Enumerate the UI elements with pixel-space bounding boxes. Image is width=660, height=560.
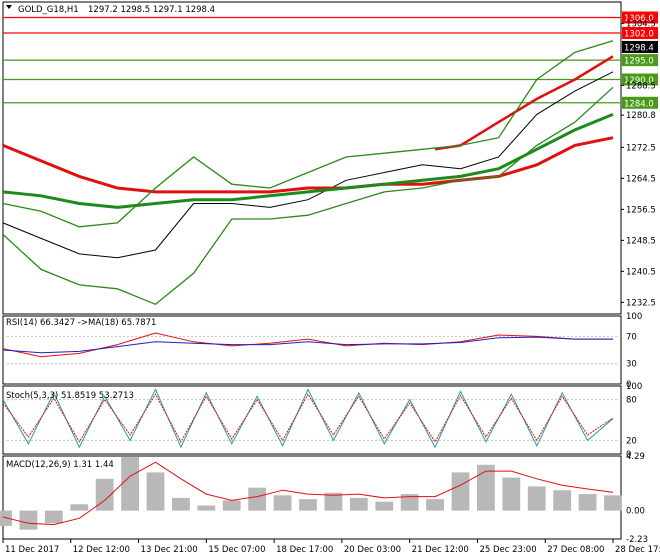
macd-bar-3 <box>70 504 89 511</box>
macd-bar-17 <box>426 499 444 511</box>
rsi-ytick-label-0: 100 <box>626 312 642 322</box>
stoch-ytick-label-0: 100 <box>626 382 642 392</box>
series-price <box>2 71 614 259</box>
level-tag-4 <box>622 96 658 109</box>
price-title: GOLD_G18,H1 <box>18 5 79 15</box>
stoch-series-%K <box>2 388 614 449</box>
label-layer: GOLD_G18,H1 1297.2 1298.5 1297.1 1298.4 … <box>6 5 215 470</box>
macd-ytick-label-2: -2.23 <box>626 535 648 545</box>
price-ytick-label-0: 1304.5 <box>626 19 656 29</box>
macd-bar-16 <box>400 494 419 511</box>
macd-bar-2 <box>44 510 63 524</box>
level-tag-1 <box>622 27 658 40</box>
axis-layer: 1304.5 1288.5 1280.8 1272.5 1264.5 1256.5 1248… <box>2 19 660 555</box>
panel-frame-price <box>2 1 622 315</box>
xtick-label-9: 28 Dec 17:00 <box>615 545 660 555</box>
price-ytick-label-8: 1232.5 <box>626 298 656 308</box>
macd-bar-4 <box>95 478 114 511</box>
level-tag-text-2: 1295.0 <box>624 57 654 67</box>
rsi-ytick-label-3: 0 <box>626 380 631 390</box>
current-price-text: 1298.4 <box>624 43 654 53</box>
level-tag-text-4: 1284.0 <box>624 99 654 109</box>
stoch-title: Stoch(5,3,3) 51.8519 53.2713 <box>6 391 134 401</box>
xtick-label-1: 12 Dec 12:00 <box>73 545 130 555</box>
price-ytick-label-5: 1256.5 <box>626 205 656 215</box>
level-tag-3 <box>622 73 658 86</box>
macd-bar-20 <box>502 477 521 511</box>
macd-bar-21 <box>527 486 546 511</box>
series-ma_slow_red <box>2 136 614 194</box>
xtick-label-3: 15 Dec 07:00 <box>208 545 265 555</box>
level-tag-text-3: 1290.0 <box>624 76 654 86</box>
collapse-triangle-icon <box>6 5 12 9</box>
level-tag-2 <box>622 54 658 67</box>
price-levels: 1306.0 1302.0 1295.0 1290.0 1284.0 1298.4 <box>3 11 658 441</box>
macd-bar-6 <box>146 472 165 511</box>
price-ytick-label-2: 1280.8 <box>626 111 656 121</box>
stoch-ytick-label-1: 80 <box>626 396 637 406</box>
series-band_lower <box>2 86 614 306</box>
macd-bar-12 <box>299 499 317 511</box>
macd-bar-5 <box>121 457 139 511</box>
level-tag-text-0: 1306.0 <box>624 14 654 24</box>
macd-bar-24 <box>604 495 622 511</box>
macd-bar-19 <box>477 464 495 511</box>
macd-bar-18 <box>451 472 470 511</box>
price-ytick-label-7: 1240.5 <box>626 267 656 277</box>
current-price-tag <box>622 40 658 53</box>
price-ytick-label-3: 1272.5 <box>626 143 656 153</box>
macd-bar-15 <box>375 501 394 511</box>
rsi-title: RSI(14) 66.3427 ->MA(18) 65.7871 <box>6 318 156 328</box>
level-tag-0 <box>622 11 658 24</box>
level-tag-text-1: 1302.0 <box>624 30 654 40</box>
xtick-label-7: 25 Dec 23:00 <box>479 545 536 555</box>
series-ma_slow_green <box>2 113 614 209</box>
price-ytick-label-4: 1264.5 <box>626 174 656 184</box>
rsi-ytick-label-1: 70 <box>626 332 637 342</box>
xtick-label-5: 20 Dec 03:00 <box>344 545 401 555</box>
macd-bar-10 <box>248 487 267 511</box>
rsi-ytick-label-2: 30 <box>626 360 637 370</box>
macd-bar-14 <box>349 497 368 511</box>
xtick-label-4: 18 Dec 17:00 <box>276 545 333 555</box>
price-ytick-label-6: 1248.5 <box>626 236 656 246</box>
panel-frame-stoch <box>2 385 622 455</box>
stoch-series-%D <box>2 393 614 443</box>
xtick-label-0: 11 Dec 2017 <box>5 545 59 555</box>
macd-ytick-label-0: 4.29 <box>626 452 645 462</box>
ohlc-readout: 1297.2 1298.5 1297.1 1298.4 <box>88 5 215 15</box>
macd-title: MACD(12,26,9) 1.31 1.44 <box>6 460 114 470</box>
macd-bar-11 <box>273 495 292 511</box>
macd-bar-1 <box>19 510 38 530</box>
panel-frames <box>2 1 622 540</box>
macd-bar-8 <box>197 505 216 511</box>
macd-signal-line <box>2 461 614 526</box>
series-layer <box>0 40 622 530</box>
stoch-ytick-label-3: 0 <box>626 450 631 460</box>
rsi-series-RSI <box>2 332 613 358</box>
macd-bar-7 <box>172 497 190 511</box>
rsi-series-MA <box>2 336 613 354</box>
macd-bar-9 <box>222 500 241 511</box>
macd-bar-13 <box>324 492 343 511</box>
xtick-label-6: 21 Dec 12:00 <box>412 545 469 555</box>
price-ytick-label-1: 1288.5 <box>626 81 656 91</box>
xtick-label-8: 27 Dec 08:00 <box>547 545 604 555</box>
stoch-ytick-label-2: 20 <box>626 436 637 446</box>
macd-bar-23 <box>578 494 597 511</box>
series-band_upper <box>2 40 614 228</box>
macd-ytick-label-1: 0.00 <box>626 507 645 517</box>
xtick-label-2: 13 Dec 21:00 <box>141 545 198 555</box>
macd-bar-0 <box>0 510 12 526</box>
macd-bar-22 <box>553 490 572 511</box>
